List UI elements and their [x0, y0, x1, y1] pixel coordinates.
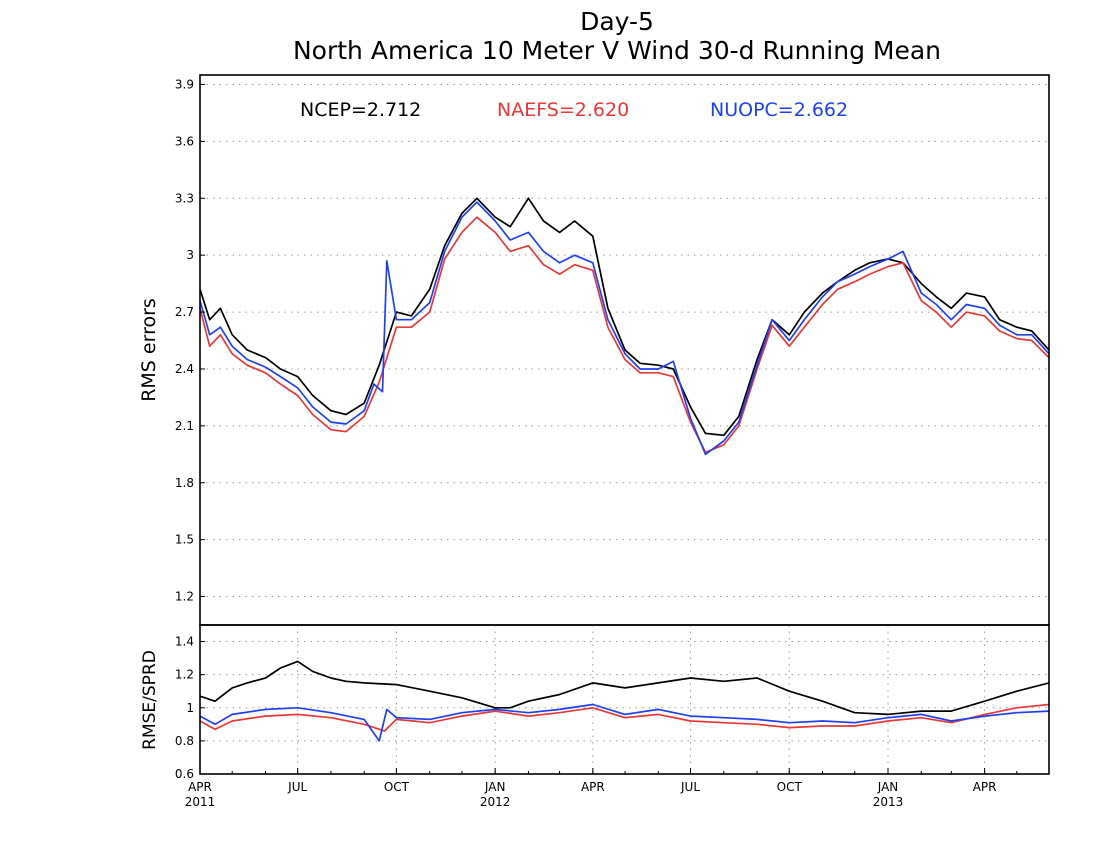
ratio-plot-frame	[199, 624, 1050, 775]
rms-y-tick-label: 3.6	[175, 134, 194, 148]
legend-entry: NCEP=2.712	[300, 99, 421, 121]
ratio-series-line-2	[199, 703, 1050, 742]
ratio-series-line-1	[199, 703, 1050, 732]
rms-series-line-0	[199, 197, 1050, 437]
x-tick-year-label: 2011	[185, 795, 216, 809]
ratio-y-tick-label: 0.8	[175, 734, 194, 748]
ratio-y-tick-label: 1.2	[175, 668, 194, 682]
rms-y-tick-label: 1.8	[175, 476, 194, 490]
x-tick-year-label: 2013	[873, 795, 904, 809]
x-tick-year-label: 2012	[480, 795, 511, 809]
rms-series	[199, 197, 1050, 456]
legend-entry: NUOPC=2.662	[710, 99, 848, 121]
ratio-series	[199, 660, 1050, 742]
chart-subtitle: North America 10 Meter V Wind 30-d Runni…	[293, 36, 941, 65]
legend-entry: NAEFS=2.620	[497, 99, 629, 121]
ratio-y-axis: 0.6 0.8 1 1.2 1.4	[175, 635, 205, 781]
rms-y-tick-label: 2.7	[175, 305, 194, 319]
ratio-series-line-0	[199, 660, 1050, 716]
x-tick-label: APR	[188, 780, 212, 794]
rms-y-tick-label: 1.2	[175, 590, 194, 604]
rms-series-line-1	[199, 216, 1050, 454]
rms-y-axis: 1.2 1.5 1.8 2.1 2.4 2.7 3 3.3 3.6 3.9	[175, 77, 205, 604]
x-tick-label: JAN	[484, 780, 506, 794]
ratio-y-axis-label: RMSE/SPRD	[140, 650, 160, 750]
ratio-y-tick-label: 0.6	[175, 767, 194, 781]
x-tick-label: JUL	[680, 780, 700, 794]
rms-y-axis-label: RMS errors	[138, 298, 160, 402]
ratio-y-tick-label: 1	[186, 701, 194, 715]
chart-legend: NCEP=2.712 NAEFS=2.620 NUOPC=2.662	[300, 99, 848, 121]
x-tick-label: APR	[973, 780, 997, 794]
x-tick-label: OCT	[384, 780, 410, 794]
rms-y-tick-label: 3.9	[175, 77, 194, 91]
x-tick-label: JAN	[877, 780, 899, 794]
rms-y-tick-label: 2.4	[175, 362, 194, 376]
rms-y-tick-label: 3.3	[175, 191, 194, 205]
rms-y-tick-label: 3	[186, 248, 194, 262]
x-tick-label: APR	[581, 780, 605, 794]
rms-y-tick-label: 2.1	[175, 419, 194, 433]
rms-series-line-2	[199, 201, 1050, 456]
x-tick-label: OCT	[777, 780, 803, 794]
ratio-y-tick-label: 1.4	[175, 635, 194, 649]
chart-title: Day-5	[580, 7, 654, 36]
x-tick-label: JUL	[287, 780, 307, 794]
ratio-grid	[200, 625, 1049, 775]
rms-y-tick-label: 1.5	[175, 533, 194, 547]
